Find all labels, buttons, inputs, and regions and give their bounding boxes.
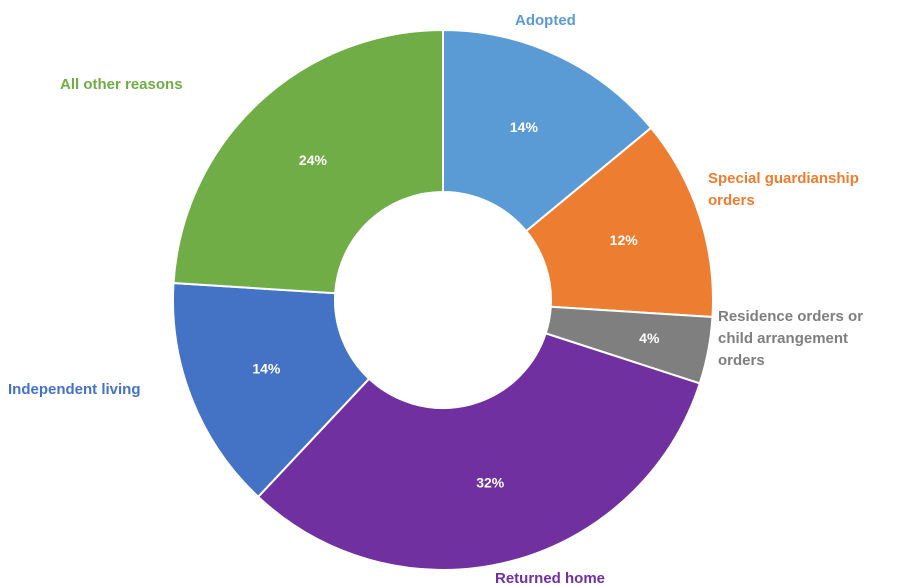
category-label: Residence orders or child arrangement or…: [718, 308, 864, 369]
value-label: 24%: [299, 152, 328, 168]
category-label: All other reasons: [60, 76, 183, 93]
category-label: Returned home: [494, 570, 605, 586]
value-label: 14%: [252, 361, 281, 377]
value-label: 12%: [610, 232, 639, 248]
value-label: 32%: [476, 475, 505, 491]
value-label: 14%: [510, 119, 539, 135]
slice: [524, 126, 714, 319]
category-label: Independent living: [8, 381, 141, 398]
category-label: Special guardianship orders: [708, 170, 859, 209]
slice: [172, 281, 371, 499]
slice: [442, 28, 653, 233]
slice: [256, 332, 702, 572]
category-label: Adopted: [515, 12, 576, 29]
value-label: 4%: [639, 330, 660, 346]
slice: [172, 28, 444, 295]
